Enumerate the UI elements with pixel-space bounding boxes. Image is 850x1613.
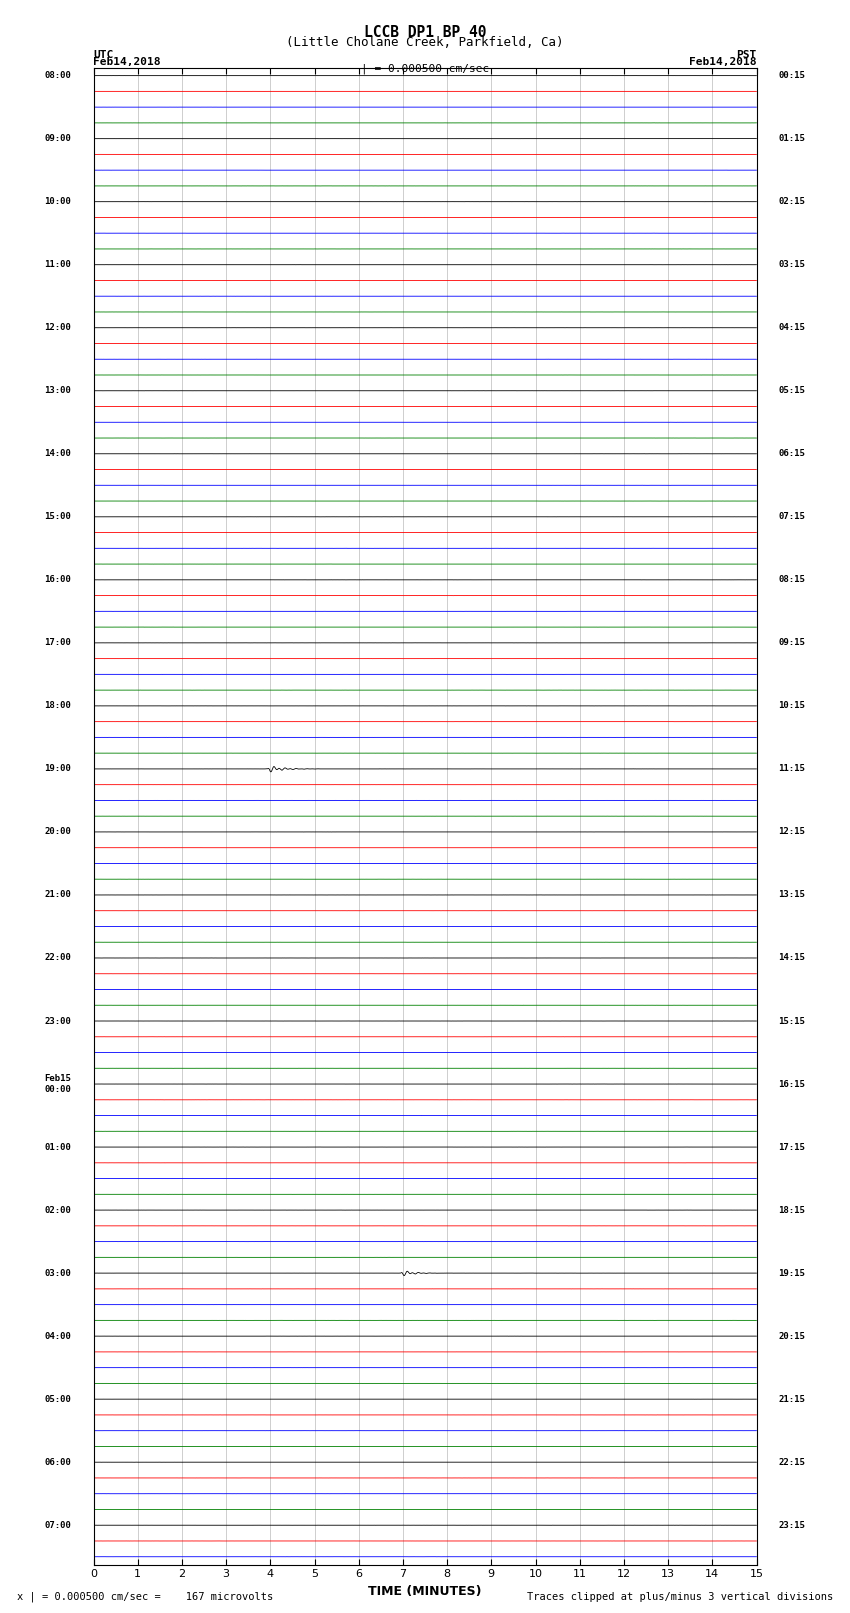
Text: 09:15: 09:15	[779, 639, 806, 647]
Text: 09:00: 09:00	[44, 134, 71, 144]
Text: 04:15: 04:15	[779, 323, 806, 332]
Text: 13:15: 13:15	[779, 890, 806, 900]
Text: 10:00: 10:00	[44, 197, 71, 206]
Text: 21:00: 21:00	[44, 890, 71, 900]
Text: 14:15: 14:15	[779, 953, 806, 963]
Text: 21:15: 21:15	[779, 1395, 806, 1403]
Text: 19:00: 19:00	[44, 765, 71, 773]
Text: 17:15: 17:15	[779, 1142, 806, 1152]
Text: 15:15: 15:15	[779, 1016, 806, 1026]
Text: 16:15: 16:15	[779, 1079, 806, 1089]
Text: Feb14,2018: Feb14,2018	[94, 58, 161, 68]
Text: 01:00: 01:00	[44, 1142, 71, 1152]
Text: 23:15: 23:15	[779, 1521, 806, 1529]
Text: 02:15: 02:15	[779, 197, 806, 206]
Text: 22:15: 22:15	[779, 1458, 806, 1466]
Text: 11:00: 11:00	[44, 260, 71, 269]
Text: 22:00: 22:00	[44, 953, 71, 963]
Text: 11:15: 11:15	[779, 765, 806, 773]
X-axis label: TIME (MINUTES): TIME (MINUTES)	[368, 1586, 482, 1598]
Text: 04:00: 04:00	[44, 1332, 71, 1340]
Text: 16:00: 16:00	[44, 576, 71, 584]
Text: 18:15: 18:15	[779, 1205, 806, 1215]
Text: 23:00: 23:00	[44, 1016, 71, 1026]
Text: 19:15: 19:15	[779, 1268, 806, 1277]
Text: 06:15: 06:15	[779, 450, 806, 458]
Text: 12:00: 12:00	[44, 323, 71, 332]
Text: | = 0.000500 cm/sec: | = 0.000500 cm/sec	[361, 65, 489, 74]
Text: 06:00: 06:00	[44, 1458, 71, 1466]
Text: 02:00: 02:00	[44, 1205, 71, 1215]
Text: 08:15: 08:15	[779, 576, 806, 584]
Text: PST: PST	[736, 50, 756, 60]
Text: x | = 0.000500 cm/sec =    167 microvolts: x | = 0.000500 cm/sec = 167 microvolts	[17, 1590, 273, 1602]
Text: LCCB DP1 BP 40: LCCB DP1 BP 40	[364, 24, 486, 40]
Text: 18:00: 18:00	[44, 702, 71, 710]
Text: Feb15
00:00: Feb15 00:00	[44, 1074, 71, 1094]
Text: 12:15: 12:15	[779, 827, 806, 837]
Text: Traces clipped at plus/minus 3 vertical divisions: Traces clipped at plus/minus 3 vertical …	[527, 1592, 833, 1602]
Text: 14:00: 14:00	[44, 450, 71, 458]
Text: 08:00: 08:00	[44, 71, 71, 81]
Text: 13:00: 13:00	[44, 386, 71, 395]
Text: 07:15: 07:15	[779, 513, 806, 521]
Text: UTC: UTC	[94, 50, 114, 60]
Text: 15:00: 15:00	[44, 513, 71, 521]
Text: 03:15: 03:15	[779, 260, 806, 269]
Text: 20:00: 20:00	[44, 827, 71, 837]
Text: 20:15: 20:15	[779, 1332, 806, 1340]
Text: 10:15: 10:15	[779, 702, 806, 710]
Text: 01:15: 01:15	[779, 134, 806, 144]
Text: Feb14,2018: Feb14,2018	[689, 58, 756, 68]
Text: (Little Cholane Creek, Parkfield, Ca): (Little Cholane Creek, Parkfield, Ca)	[286, 37, 564, 50]
Text: 00:15: 00:15	[779, 71, 806, 81]
Text: 17:00: 17:00	[44, 639, 71, 647]
Text: 03:00: 03:00	[44, 1268, 71, 1277]
Text: 07:00: 07:00	[44, 1521, 71, 1529]
Text: 05:00: 05:00	[44, 1395, 71, 1403]
Text: 05:15: 05:15	[779, 386, 806, 395]
